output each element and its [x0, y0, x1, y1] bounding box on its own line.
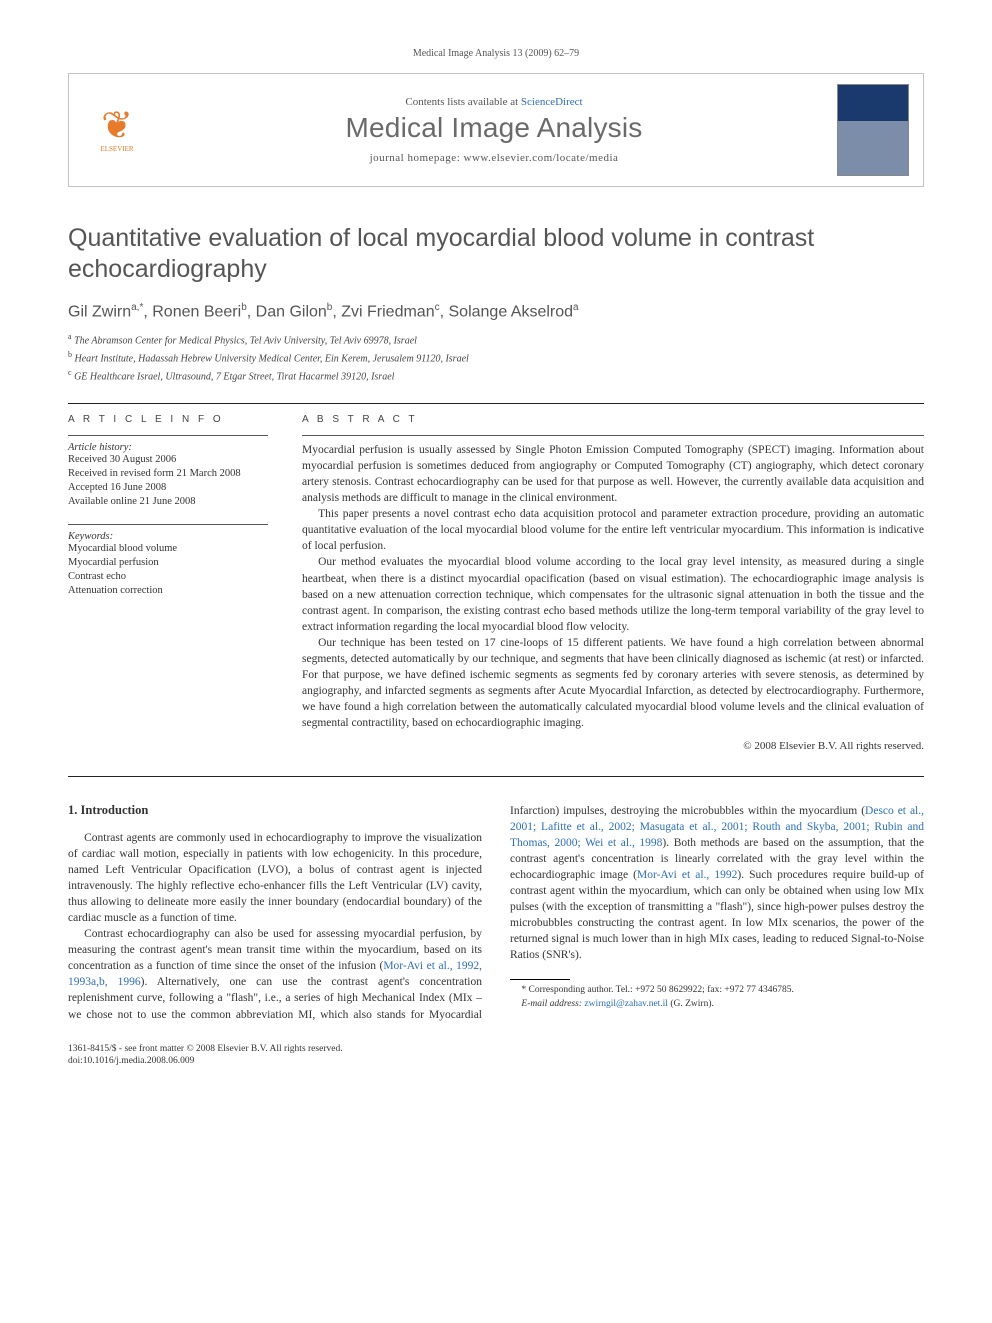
- history-line: Accepted 16 June 2008: [68, 481, 268, 495]
- contents-line: Contents lists available at ScienceDirec…: [165, 96, 823, 108]
- info-abstract-row: A R T I C L E I N F O Article history: R…: [68, 414, 924, 766]
- email-footnote: E-mail address: zwirngil@zahav.net.il (G…: [510, 998, 924, 1011]
- journal-banner: ❦ ELSEVIER Contents lists available at S…: [68, 73, 924, 187]
- history-line: Received in revised form 21 March 2008: [68, 467, 268, 481]
- abstract-paragraph: Our method evaluates the myocardial bloo…: [302, 554, 924, 634]
- email-suffix: (G. Zwirn).: [668, 999, 714, 1009]
- abstract-text: Myocardial perfusion is usually assessed…: [302, 435, 924, 752]
- abstract-column: A B S T R A C T Myocardial perfusion is …: [302, 414, 924, 766]
- homepage-url[interactable]: www.elsevier.com/locate/media: [464, 152, 619, 164]
- affil-sup: a: [68, 332, 72, 341]
- section-heading: 1. Introduction: [68, 803, 482, 818]
- homepage-line: journal homepage: www.elsevier.com/locat…: [165, 152, 823, 164]
- history-line: Available online 21 June 2008: [68, 495, 268, 509]
- author-list: Gil Zwirna,*, Ronen Beerib, Dan Gilonb, …: [68, 302, 924, 321]
- affiliation: a The Abramson Center for Medical Physic…: [68, 331, 924, 348]
- author: Ronen Beeri: [152, 303, 241, 320]
- keyword: Attenuation correction: [68, 584, 268, 598]
- corresponding-author-footnote: * Corresponding author. Tel.: +972 50 86…: [510, 984, 924, 997]
- history-block: Article history: Received 30 August 2006…: [68, 435, 268, 510]
- footnote-divider: [510, 979, 570, 980]
- affil-text: The Abramson Center for Medical Physics,…: [74, 335, 417, 346]
- body-paragraph: Contrast agents are commonly used in ech…: [68, 830, 482, 927]
- article-info-label: A R T I C L E I N F O: [68, 414, 268, 425]
- homepage-prefix: journal homepage:: [370, 152, 464, 164]
- front-matter-line: 1361-8415/$ - see front matter © 2008 El…: [68, 1043, 924, 1055]
- keywords-block: Keywords: Myocardial blood volume Myocar…: [68, 524, 268, 599]
- running-header: Medical Image Analysis 13 (2009) 62–79: [68, 48, 924, 59]
- article-info-column: A R T I C L E I N F O Article history: R…: [68, 414, 268, 766]
- abstract-paragraph: Myocardial perfusion is usually assessed…: [302, 442, 924, 506]
- keyword: Myocardial blood volume: [68, 542, 268, 556]
- divider: [68, 776, 924, 777]
- journal-name: Medical Image Analysis: [165, 112, 823, 144]
- keyword: Contrast echo: [68, 570, 268, 584]
- author-affil-sup: a: [573, 302, 579, 313]
- abstract-paragraph: This paper presents a novel contrast ech…: [302, 506, 924, 554]
- author-affil-sup: b: [241, 302, 247, 313]
- abstract-label: A B S T R A C T: [302, 414, 924, 425]
- author: Dan Gilon: [256, 303, 327, 320]
- author-affil-sup: c: [435, 302, 440, 313]
- contents-prefix: Contents lists available at: [405, 96, 520, 108]
- footer-block: 1361-8415/$ - see front matter © 2008 El…: [68, 1043, 924, 1068]
- affil-sup: c: [68, 368, 72, 377]
- citation-link[interactable]: Mor-Avi et al., 1992: [637, 869, 737, 881]
- elsevier-logo: ❦ ELSEVIER: [83, 94, 151, 166]
- affil-sup: b: [68, 350, 72, 359]
- keyword: Myocardial perfusion: [68, 556, 268, 570]
- doi-line: doi:10.1016/j.media.2008.06.009: [68, 1055, 924, 1067]
- page-root: Medical Image Analysis 13 (2009) 62–79 ❦…: [0, 0, 992, 1107]
- history-line: Received 30 August 2006: [68, 453, 268, 467]
- keywords-label: Keywords:: [68, 531, 268, 542]
- body-text: tion of time since the onset of the infu…: [176, 960, 383, 972]
- abstract-copyright: © 2008 Elsevier B.V. All rights reserved…: [302, 740, 924, 752]
- author: Zvi Friedman: [341, 303, 434, 320]
- journal-cover-thumbnail: [837, 84, 909, 176]
- author-affil-sup: b: [327, 302, 333, 313]
- affil-text: Heart Institute, Hadassah Hebrew Univers…: [75, 353, 469, 364]
- email-label: E-mail address:: [521, 999, 584, 1009]
- body-text: ). Such procedures require build-up of c…: [510, 869, 924, 961]
- sciencedirect-link[interactable]: ScienceDirect: [521, 96, 583, 108]
- author-affil-sup: a,*: [131, 302, 143, 313]
- email-link[interactable]: zwirngil@zahav.net.il: [584, 999, 668, 1009]
- affiliation: c GE Healthcare Israel, Ultrasound, 7 Et…: [68, 367, 924, 384]
- tree-icon: ❦: [101, 107, 133, 145]
- body-columns: 1. Introduction Contrast agents are comm…: [68, 803, 924, 1023]
- affil-text: GE Healthcare Israel, Ultrasound, 7 Etga…: [74, 372, 394, 383]
- affiliation: b Heart Institute, Hadassah Hebrew Unive…: [68, 349, 924, 366]
- banner-center: Contents lists available at ScienceDirec…: [165, 96, 823, 164]
- author: Solange Akselrod: [449, 303, 574, 320]
- abstract-paragraph: Our technique has been tested on 17 cine…: [302, 635, 924, 732]
- history-label: Article history:: [68, 442, 268, 453]
- divider: [68, 403, 924, 404]
- article-title: Quantitative evaluation of local myocard…: [68, 223, 924, 286]
- author: Gil Zwirn: [68, 303, 131, 320]
- publisher-name: ELSEVIER: [100, 145, 133, 153]
